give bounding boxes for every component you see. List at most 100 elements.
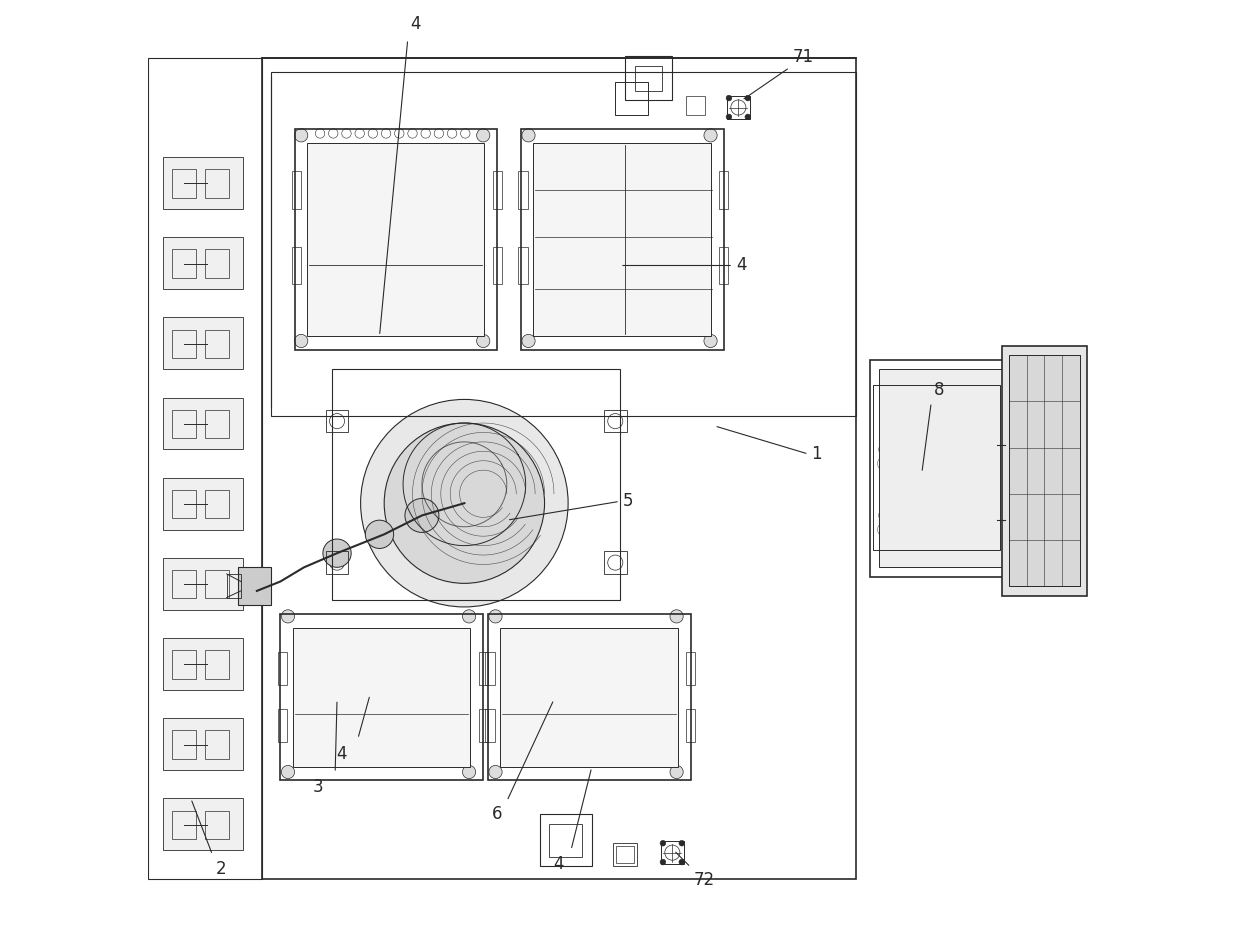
Circle shape [366, 520, 393, 549]
Bar [533, 143, 711, 336]
Bar [326, 410, 348, 432]
Bar [295, 129, 497, 350]
Bar [205, 329, 228, 358]
Circle shape [463, 765, 476, 779]
Bar [172, 811, 196, 839]
Circle shape [745, 96, 750, 101]
Bar [1008, 355, 1080, 587]
Bar [227, 574, 241, 598]
Bar [879, 369, 1044, 568]
Bar [162, 397, 243, 449]
Bar [686, 709, 696, 742]
Text: 3: 3 [312, 778, 322, 796]
Text: 2: 2 [216, 860, 226, 878]
Circle shape [384, 423, 544, 584]
Bar [604, 552, 626, 574]
Bar [205, 811, 228, 839]
Bar [332, 369, 620, 601]
Bar [162, 718, 243, 770]
Bar [615, 81, 649, 114]
Circle shape [727, 96, 732, 101]
Bar [278, 709, 286, 742]
Circle shape [1052, 366, 1085, 400]
Bar [485, 709, 495, 742]
Circle shape [405, 499, 439, 533]
Bar [205, 490, 228, 518]
Bar [205, 730, 228, 759]
Bar [172, 570, 196, 599]
Circle shape [489, 610, 502, 623]
Bar [205, 169, 228, 198]
Bar [727, 96, 750, 119]
Bar [326, 552, 348, 574]
Circle shape [295, 334, 308, 347]
Circle shape [322, 539, 351, 568]
Circle shape [295, 129, 308, 142]
Circle shape [704, 334, 717, 347]
Bar [518, 171, 527, 209]
Bar [625, 56, 672, 100]
Circle shape [745, 114, 750, 120]
Circle shape [1004, 560, 1038, 594]
Circle shape [281, 610, 295, 623]
Circle shape [1004, 366, 1038, 400]
Bar [162, 157, 243, 209]
Bar [719, 247, 728, 285]
Bar [614, 843, 637, 867]
Bar [521, 129, 724, 350]
Bar [485, 652, 495, 685]
Bar [492, 247, 502, 285]
Circle shape [680, 859, 684, 865]
Bar [205, 410, 228, 438]
Bar [172, 650, 196, 678]
Bar [172, 410, 196, 438]
Bar [162, 638, 243, 690]
Circle shape [660, 859, 666, 865]
Bar [278, 652, 286, 685]
Circle shape [476, 129, 490, 142]
Bar [306, 143, 484, 336]
Bar [291, 247, 301, 285]
Text: 72: 72 [693, 871, 714, 889]
Text: 1: 1 [811, 446, 822, 464]
Text: 8: 8 [934, 381, 945, 399]
Circle shape [670, 610, 683, 623]
Circle shape [660, 840, 666, 846]
Text: 6: 6 [491, 805, 502, 823]
Bar [492, 171, 502, 209]
Text: 4: 4 [737, 256, 746, 274]
Bar [1002, 345, 1087, 596]
Bar [686, 652, 696, 685]
Text: 4: 4 [336, 745, 346, 762]
Bar [205, 250, 228, 278]
Bar [162, 317, 243, 369]
Bar [518, 247, 527, 285]
Text: 71: 71 [792, 47, 813, 65]
Bar [162, 478, 243, 530]
Bar [205, 650, 228, 678]
Circle shape [704, 129, 717, 142]
Bar [162, 237, 243, 289]
Bar [162, 798, 243, 850]
Bar [149, 58, 262, 879]
Circle shape [522, 129, 536, 142]
Bar [272, 72, 856, 416]
Circle shape [463, 610, 476, 623]
Circle shape [680, 840, 684, 846]
Bar [293, 628, 470, 767]
Bar [479, 709, 489, 742]
Circle shape [281, 765, 295, 779]
Bar [205, 570, 228, 599]
Bar [616, 846, 634, 864]
Circle shape [489, 765, 502, 779]
Bar [500, 628, 677, 767]
Bar [604, 410, 626, 432]
Bar [172, 730, 196, 759]
Circle shape [1052, 560, 1085, 594]
Bar [172, 329, 196, 358]
Bar [635, 65, 661, 91]
Bar [539, 815, 591, 867]
Bar [661, 841, 684, 865]
Bar [172, 490, 196, 518]
Bar [162, 558, 243, 610]
